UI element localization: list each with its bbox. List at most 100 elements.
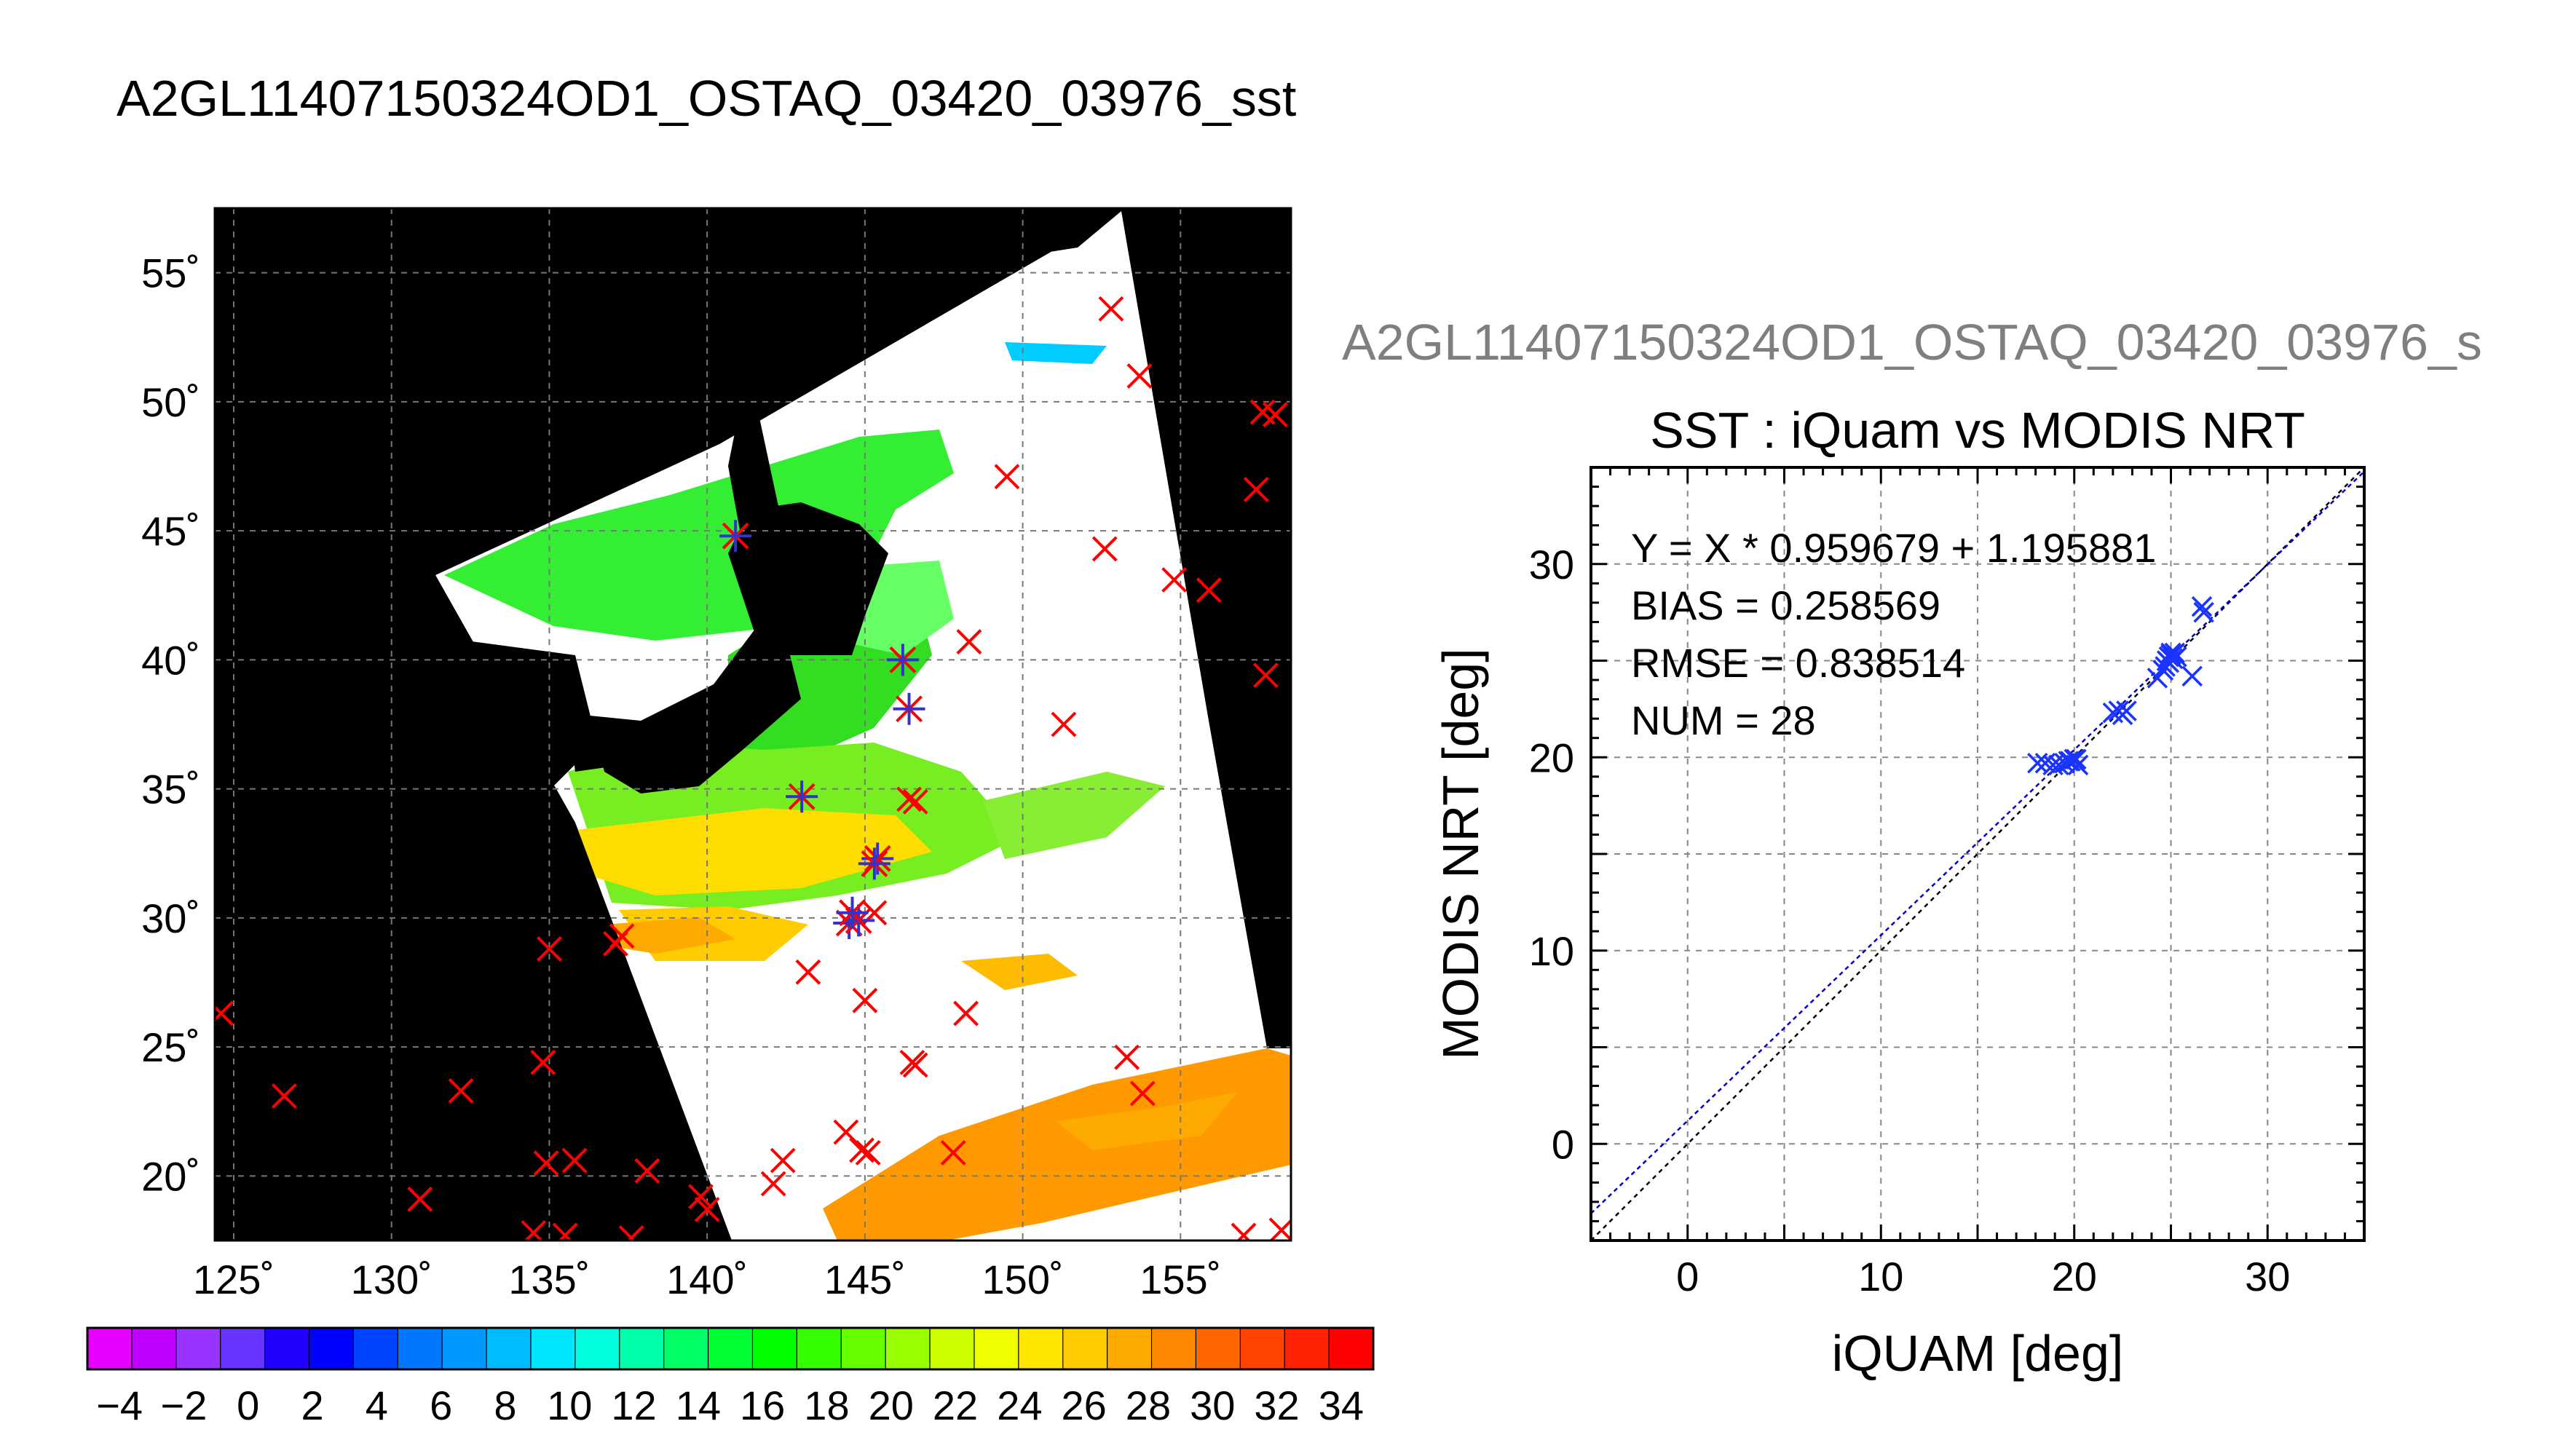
colorbar-cell	[397, 1327, 443, 1370]
colorbar-label: 24	[997, 1382, 1042, 1428]
lon-tick-label: 150˚	[982, 1257, 1064, 1302]
lat-tick-label: 35˚	[141, 767, 200, 812]
unmatched-point-marker	[1243, 476, 1269, 502]
colorbar-cell	[352, 1327, 399, 1370]
offswath-east	[1121, 208, 1291, 1048]
colorbar-cell	[1018, 1327, 1064, 1370]
lat-tick-label: 20˚	[141, 1153, 200, 1199]
colorbar-cell	[220, 1327, 266, 1370]
lat-tick-label: 45˚	[141, 508, 200, 554]
unmatched-point-marker	[271, 1083, 297, 1109]
unmatched-point-marker	[795, 959, 821, 985]
scatter-point	[2158, 652, 2180, 673]
unmatched-point-marker	[521, 1219, 547, 1241]
colorbar-cell	[796, 1327, 842, 1370]
y-tick-label: 0	[1552, 1121, 1574, 1167]
unmatched-point-marker	[896, 786, 922, 812]
lat-tick-label: 40˚	[141, 637, 200, 683]
unmatched-point-marker	[1126, 363, 1153, 389]
scatter-x-axis-label: iQUAM [deg]	[1832, 1325, 2124, 1382]
colorbar-cell	[707, 1327, 754, 1370]
colorbar-label: −4	[96, 1382, 143, 1428]
land-korea	[466, 641, 597, 786]
colorbar-cell	[441, 1327, 488, 1370]
colorbar-cell	[1328, 1327, 1375, 1370]
land-west	[215, 277, 732, 1241]
unmatched-point-marker	[1268, 1217, 1291, 1241]
scatter-points	[2027, 596, 2214, 776]
unmatched-point-marker	[956, 629, 982, 654]
scatter-title: SST : iQuam vs MODIS NRT	[1650, 402, 2305, 459]
latitude-labels: 20˚ 25˚ 30˚ 35˚ 40˚ 45˚ 50˚ 55˚	[141, 250, 200, 1200]
colorbar-cell	[840, 1327, 887, 1370]
unmatched-point-marker	[1091, 536, 1118, 562]
colorbar-label: 12	[611, 1382, 656, 1428]
unmatched-point-marker	[603, 930, 628, 957]
colorbar-cell	[1239, 1327, 1286, 1370]
sst-orange-2	[961, 954, 1078, 990]
scatter-tick-labels: 0 10 20 30 0 10 20 30	[1529, 542, 2291, 1299]
colorbar-cell	[751, 1327, 798, 1370]
colorbar-cell	[1107, 1327, 1153, 1370]
regression-line	[1591, 470, 2364, 1214]
unmatched-point-marker	[215, 1000, 234, 1026]
unmatched-point-marker	[902, 1052, 928, 1078]
x-tick-label: 30	[2245, 1254, 2290, 1299]
colorbar-label: 8	[494, 1382, 516, 1428]
longitude-labels: 125˚ 130˚ 135˚ 140˚ 145˚ 150˚ 155˚	[193, 1257, 1221, 1302]
unmatched-point-marker	[530, 1049, 556, 1075]
colorbar-cell	[530, 1327, 576, 1370]
colorbar-cell	[264, 1327, 310, 1370]
unmatched-point-marker	[1129, 1080, 1156, 1107]
lon-tick-label: 125˚	[193, 1257, 275, 1302]
unmatched-point-marker	[852, 987, 878, 1013]
lon-tick-label: 130˚	[351, 1257, 433, 1302]
sst-green-east	[983, 772, 1165, 859]
unmatched-point-marker	[770, 1147, 796, 1174]
unmatched-point-marker	[902, 788, 928, 815]
unmatched-point-marker	[994, 464, 1020, 490]
sst-orange-south	[823, 1048, 1291, 1241]
lon-tick-label: 135˚	[508, 1257, 590, 1302]
scatter-point	[2181, 665, 2203, 687]
unmatched-point-marker	[688, 1184, 714, 1210]
land-kyushu	[568, 713, 641, 772]
colorbar-label: 26	[1062, 1382, 1107, 1428]
lat-tick-label: 25˚	[141, 1024, 200, 1070]
colorbar-cell	[486, 1327, 532, 1370]
lat-tick-label: 55˚	[141, 250, 200, 296]
colorbar-cell	[574, 1327, 620, 1370]
unmatched-point-marker	[1252, 662, 1279, 689]
lon-tick-label: 155˚	[1140, 1257, 1221, 1302]
matched-point-marker	[786, 780, 818, 813]
unmatched-point-marker	[448, 1077, 474, 1104]
sst-orange-1	[604, 917, 735, 954]
scatter-point	[2066, 748, 2087, 770]
colorbar-label: 14	[676, 1382, 721, 1428]
unmatched-markers	[215, 296, 1291, 1241]
colorbar-cell	[663, 1327, 709, 1370]
y-tick-label: 10	[1529, 928, 1574, 974]
stats-annotation: Y = X * 0.959679 + 1.195881	[1631, 525, 2156, 571]
colorbar-label: 28	[1126, 1382, 1171, 1428]
scatter-gridlines	[1591, 467, 2364, 1241]
scatter-point	[2160, 644, 2181, 665]
colorbar-cell	[87, 1327, 133, 1370]
colorbar-label: 34	[1319, 1382, 1364, 1428]
colorbar-label: 30	[1190, 1382, 1235, 1428]
land-north	[215, 208, 1291, 306]
colorbar-label: 16	[740, 1382, 785, 1428]
sst-orange-south-2	[1056, 1092, 1238, 1150]
stats-annotation: BIAS = 0.258569	[1631, 582, 1940, 628]
y-tick-label: 30	[1529, 542, 1574, 587]
unmatched-point-marker	[833, 1119, 859, 1145]
y-tick-label: 20	[1529, 735, 1574, 780]
unmatched-point-marker	[561, 1147, 588, 1174]
unmatched-point-marker	[760, 1171, 786, 1197]
unmatched-point-marker	[1231, 1222, 1257, 1241]
matched-point-marker	[893, 692, 925, 725]
colorbar-cell	[131, 1327, 177, 1370]
unmatched-point-marker	[537, 936, 562, 962]
scatter-y-axis-label: MODIS NRT [deg]	[1432, 648, 1489, 1059]
